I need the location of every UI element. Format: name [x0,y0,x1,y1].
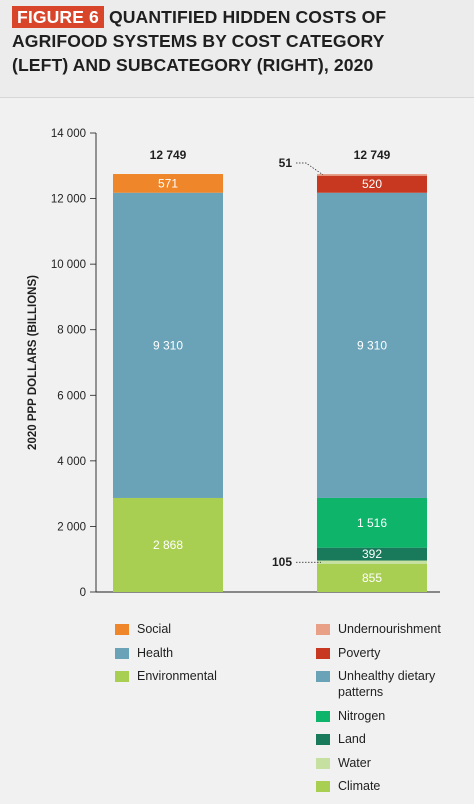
data-label: 9 310 [153,338,183,352]
data-label: 571 [158,176,178,190]
legend-swatch [316,734,330,745]
total-label: 12 749 [150,148,187,162]
data-label: 1 516 [357,516,387,530]
stacked-bar-chart: 0 2 000 4 000 6 000 8 000 10 000 12 000 14 000 2… [27,128,440,599]
figure-title: FIGURE 6 QUANTIFIED HIDDEN COSTS OF AGRIF… [12,5,467,77]
data-label: 2 868 [153,538,183,552]
legend-label: Land [338,732,366,746]
figure-label: FIGURE 6 [12,6,104,28]
y-tick-label: 2 000 [57,521,86,533]
bar-segment [317,563,427,592]
data-label: 9 310 [357,338,387,352]
y-tick-label: 6 000 [57,390,86,402]
legend-swatch [316,710,330,722]
bar-segment [317,547,427,561]
data-label: 392 [362,547,382,561]
legend-swatch [115,647,129,659]
bar-segment [317,175,427,193]
title-line-3: (LEFT) AND SUBCATEGORY (RIGHT), 2020 [12,55,374,75]
legend-label: Health [137,645,174,660]
y-tick-label: 0 [80,587,86,599]
y-axis-label: 2020 PPP DOLLARS (BILLIONS) [27,275,39,450]
legend-swatch [316,757,330,769]
title-line-2: AGRIFOOD SYSTEMS BY COST CATEGORY [12,31,385,51]
y-tick-label: 8 000 [57,325,86,337]
y-tick-label: 4 000 [57,456,86,468]
legend-swatch [115,671,129,682]
bar-segment [113,174,223,193]
data-label: 51 [279,156,293,170]
title-line-1: QUANTIFIED HIDDEN COSTS OF [108,7,387,27]
bar-segment [113,497,223,592]
legend-swatch [316,647,330,659]
legend-label: Nitrogen [338,708,386,723]
legend-swatch [316,781,330,792]
chart-area: 0 2 000 4 000 6 000 8 000 10 000 12 000 14 000 2… [0,98,474,804]
legend-label: Environmental [137,669,217,683]
legend-swatch [115,624,129,635]
legend-label: Poverty [338,645,381,660]
bar-segment [317,174,427,176]
legend-label: patterns [338,685,384,699]
legend-swatch [316,671,330,682]
y-tick-label: 12 000 [51,194,86,206]
legend-swatch [316,624,330,635]
bar-segment [317,192,427,498]
legend-label: Climate [338,779,381,793]
legend-label: Unhealthy dietary [338,669,436,683]
legend-label: Undernourishment [338,622,441,636]
legend-label: Social [137,622,172,636]
bar-segment [317,560,427,564]
data-label: 105 [272,555,292,569]
data-label: 855 [362,571,382,585]
y-tick-label: 14 000 [51,128,86,140]
callout-line [296,162,324,176]
y-tick-label: 10 000 [51,259,86,271]
figure-header: FIGURE 6 QUANTIFIED HIDDEN COSTS OF AGRIF… [0,0,474,98]
bar-segment [113,192,223,498]
total-label: 12 749 [354,148,391,162]
bar-segment [317,497,427,548]
legend-label: Water [338,755,371,770]
data-label: 520 [362,177,382,191]
